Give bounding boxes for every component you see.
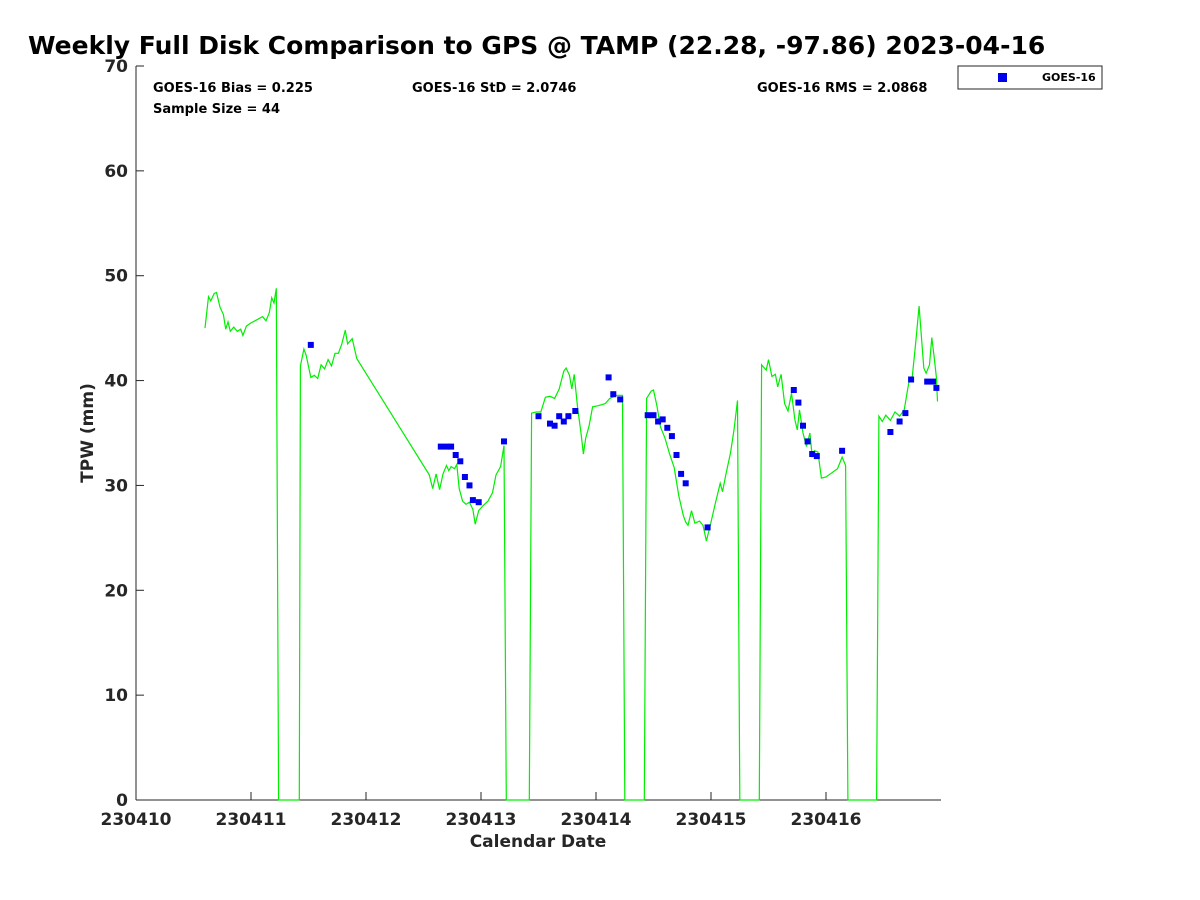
goes16-point xyxy=(673,452,680,458)
goes16-point xyxy=(655,418,662,425)
goes16-point xyxy=(617,396,624,403)
goes16-point xyxy=(800,422,806,429)
goes16-point xyxy=(547,420,553,427)
x-tick-label: 230410 xyxy=(101,810,172,830)
goes16-point xyxy=(560,418,567,425)
goes16-point xyxy=(644,412,651,419)
goes16-point xyxy=(556,413,563,420)
x-tick-label: 230412 xyxy=(331,810,402,830)
goes16-point xyxy=(896,418,903,425)
goes16-point xyxy=(437,443,444,450)
goes16-point xyxy=(704,524,711,531)
plot-axes xyxy=(135,66,941,801)
goes16-point xyxy=(457,458,464,465)
x-tick-label: 230414 xyxy=(561,810,632,830)
x-axis-label: Calendar Date xyxy=(470,832,607,852)
x-tick-label: 230416 xyxy=(791,810,862,830)
goes16-point xyxy=(605,374,612,381)
goes16-point xyxy=(659,416,666,423)
y-tick-label: 10 xyxy=(104,686,128,706)
goes16-point xyxy=(790,387,797,393)
goes16-point xyxy=(804,438,811,445)
goes16-point xyxy=(839,447,846,454)
bias-stat: GOES-16 Bias = 0.225 xyxy=(153,81,313,96)
std-stat: GOES-16 StD = 2.0746 xyxy=(412,81,576,96)
y-tick-label: 50 xyxy=(104,267,128,287)
rms-stat: GOES-16 RMS = 2.0868 xyxy=(757,81,927,96)
goes16-point xyxy=(443,443,450,450)
legend-label-goes16: GOES-16 xyxy=(1042,71,1096,84)
goes16-point xyxy=(887,429,894,435)
goes16-point xyxy=(930,378,936,385)
goes16-point xyxy=(461,474,468,480)
y-tick-label: 30 xyxy=(104,476,128,496)
goes16-point xyxy=(565,413,572,420)
series-layer xyxy=(204,288,940,801)
goes16-point xyxy=(452,452,459,458)
sample-size-stat: Sample Size = 44 xyxy=(153,102,280,117)
goes16-point xyxy=(668,433,675,440)
goes16-point xyxy=(448,443,455,450)
y-tick-label: 20 xyxy=(104,581,128,601)
goes16-point xyxy=(924,378,931,385)
goes16-point xyxy=(809,451,816,457)
goes16-point xyxy=(469,497,476,504)
goes16-point xyxy=(535,413,542,420)
goes16-point xyxy=(572,408,579,414)
chart-title: Weekly Full Disk Comparison to GPS @ TAM… xyxy=(28,31,1045,60)
goes16-point xyxy=(682,480,689,487)
x-ticks: 230410 230411 230412 230413 230414 230415 2304… xyxy=(101,792,862,830)
y-ticks: 0 10 20 30 40 50 60 70 xyxy=(104,57,144,811)
legend-marker-goes16 xyxy=(998,73,1007,82)
goes16-point xyxy=(933,384,940,391)
y-tick-label: 0 xyxy=(116,791,128,811)
stats-annotations: GOES-16 Bias = 0.225 GOES-16 StD = 2.074… xyxy=(153,81,927,117)
goes16-point xyxy=(678,470,685,477)
x-tick-label: 230411 xyxy=(216,810,287,830)
legend: GOES-16 xyxy=(957,65,1103,90)
x-tick-label: 230415 xyxy=(676,810,747,830)
y-tick-label: 60 xyxy=(104,162,128,182)
x-tick-label: 230413 xyxy=(446,810,517,830)
goes16-point xyxy=(813,453,820,460)
gps-series-line xyxy=(204,288,939,801)
goes16-point xyxy=(466,482,473,489)
goes16-point xyxy=(475,499,482,506)
y-axis-label: TPW (mm) xyxy=(78,383,98,483)
goes16-point xyxy=(501,438,507,445)
goes16-point xyxy=(610,391,617,398)
goes16-point xyxy=(908,376,915,383)
goes16-point xyxy=(551,422,558,429)
goes16-point xyxy=(795,399,802,406)
y-tick-label: 70 xyxy=(104,57,128,77)
goes16-point xyxy=(307,341,314,348)
goes16-point xyxy=(664,424,671,431)
legend-box xyxy=(957,65,1103,90)
goes16-point xyxy=(902,410,909,417)
goes16-point xyxy=(650,412,657,419)
y-tick-label: 40 xyxy=(104,372,128,392)
